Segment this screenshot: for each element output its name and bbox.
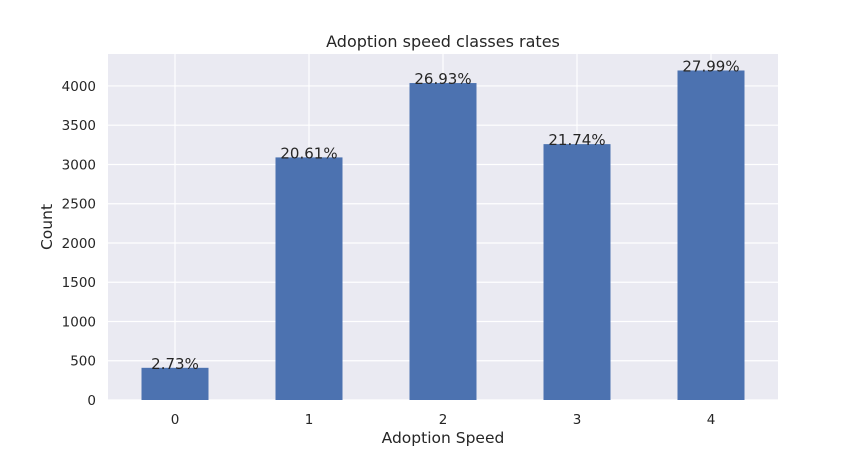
data-label-1: 20.61% [280,144,337,162]
x-tick-label: 0 [171,412,180,428]
chart-title: Adoption speed classes rates [326,32,560,51]
y-tick-label: 1000 [62,314,96,330]
data-label-2: 26.93% [414,70,471,88]
data-label-0: 2.73% [151,355,199,373]
data-labels: 2.73% 20.61% 26.93% 21.74% 27.99% [151,57,739,372]
y-tick-label: 2000 [62,236,96,252]
x-tick-label: 2 [439,412,448,428]
data-label-4: 27.99% [682,57,739,75]
y-tick-labels: 0 500 1000 1500 2000 2500 3000 3500 4000 [62,79,96,409]
bar-2 [409,83,477,400]
x-tick-labels: 0 1 2 3 4 [171,412,716,428]
y-tick-label: 4000 [62,79,96,95]
x-axis-label: Adoption Speed [382,429,505,447]
x-tick-label: 3 [573,412,582,428]
y-tick-label: 3000 [62,157,96,173]
bar-3 [543,144,611,400]
y-axis-label: Count [38,204,56,250]
y-tick-label: 1500 [62,275,96,291]
bar-0 [141,367,209,400]
bar-1 [275,157,343,400]
data-label-3: 21.74% [548,131,605,149]
y-tick-label: 0 [87,393,96,409]
y-tick-label: 500 [70,354,96,370]
y-tick-label: 3500 [62,118,96,134]
x-tick-label: 4 [707,412,716,428]
bar-4 [677,70,745,401]
y-tick-label: 2500 [62,197,96,213]
x-tick-label: 1 [305,412,314,428]
bars [141,70,745,401]
